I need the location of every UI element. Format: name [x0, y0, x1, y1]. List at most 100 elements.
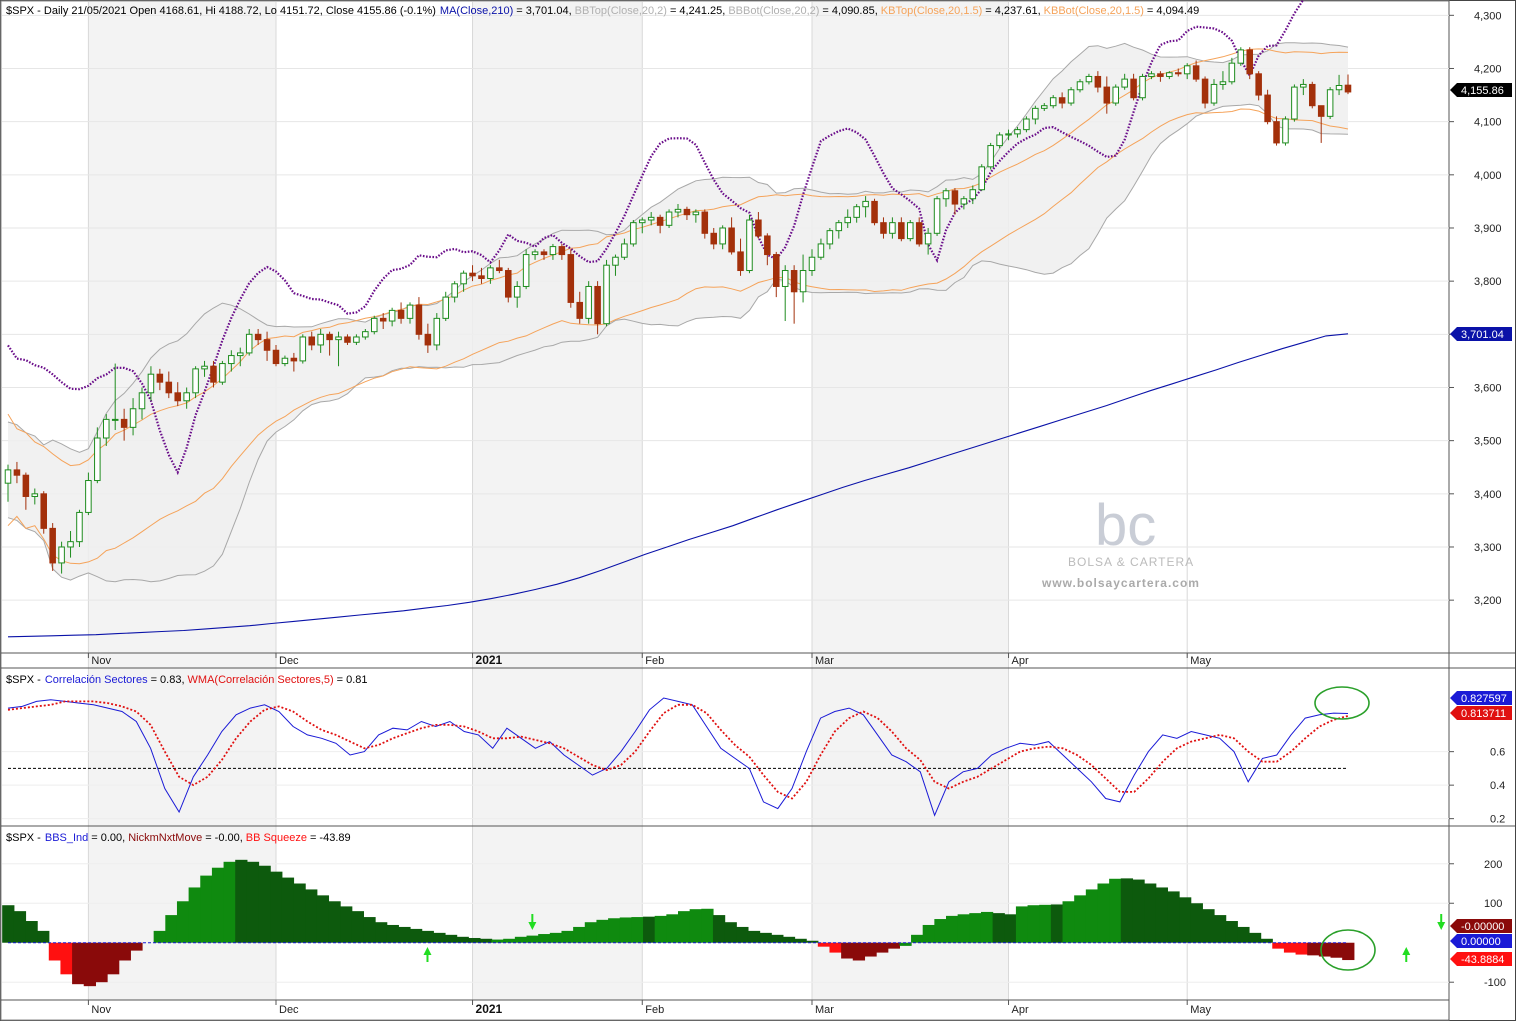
candle — [1076, 79, 1084, 93]
candle-body — [880, 222, 887, 234]
candle-body — [147, 373, 155, 394]
xaxis-label-may: May — [1190, 1004, 1211, 1016]
squeeze-bar — [538, 934, 551, 943]
candle-body — [415, 304, 423, 335]
candle — [4, 464, 12, 502]
xaxis-price: Nov Dec 2021 Feb Mar Apr May — [87, 653, 1211, 667]
corr-header-label: Correlación Sectores — [45, 674, 148, 686]
candle-body — [433, 317, 441, 346]
candle — [344, 334, 351, 345]
candle-body — [299, 336, 307, 362]
candle — [513, 281, 521, 308]
candle — [22, 472, 30, 510]
candle — [656, 214, 664, 234]
corr-tick-label: 0.6 — [1490, 747, 1505, 759]
candle — [174, 382, 182, 407]
candle-body — [603, 264, 610, 325]
month-band-2 — [812, 2, 1009, 1000]
squeeze-bar — [258, 865, 271, 943]
xaxis-label-mar: Mar — [815, 655, 834, 667]
xaxis-label-dec: Dec — [279, 655, 299, 667]
candle — [862, 196, 869, 218]
price-tick-label: 4,100 — [1474, 117, 1502, 129]
nick-badge: -0.00000 — [1450, 919, 1512, 933]
candle — [94, 427, 101, 484]
squeeze-bar — [1039, 904, 1052, 943]
squeeze-bar — [514, 936, 528, 943]
xaxis-label-2021: 2021 — [476, 1002, 503, 1016]
squeeze-bar — [130, 942, 143, 951]
squeeze-bar — [561, 930, 574, 943]
candle-body — [22, 474, 30, 497]
squeeze-bar — [37, 930, 50, 943]
squeeze-header: $SPX - BBS_Ind = 0.00, NickmNxtMove = -0.00,… — [6, 832, 351, 844]
bollinger-band-fill — [8, 42, 1348, 582]
candle-body — [1076, 81, 1084, 91]
candle-body — [406, 304, 414, 319]
squeeze-bar — [351, 911, 364, 943]
candle-body — [844, 216, 852, 224]
header-kbbot-label: KBBot(Close,20,1.5) — [1044, 5, 1144, 17]
candle — [1121, 73, 1128, 90]
squeeze-bar — [456, 936, 469, 943]
squeeze-bar — [899, 942, 912, 946]
squeeze-bar — [724, 922, 737, 943]
candle-body — [120, 418, 128, 428]
candle-body — [370, 317, 378, 333]
squeeze-bar — [526, 935, 539, 943]
candle-body — [558, 246, 566, 256]
candle — [76, 509, 83, 547]
squeeze-bar — [619, 917, 632, 943]
candle — [335, 331, 342, 367]
candle — [1273, 116, 1280, 146]
squeeze-bar — [980, 911, 994, 943]
candle — [710, 227, 718, 250]
candle-body — [13, 469, 21, 476]
candle-body — [1237, 49, 1245, 64]
squeeze-bar — [83, 942, 96, 987]
candle — [1085, 73, 1093, 85]
candle-body — [504, 270, 512, 298]
corr-yaxis: 0.6 0.4 0.2 — [1449, 747, 1505, 826]
candle-body — [638, 219, 646, 224]
candle-body — [1219, 81, 1227, 85]
candle-body — [111, 418, 119, 421]
squeeze-bar — [444, 934, 458, 943]
candle — [1130, 73, 1137, 101]
squeeze-bar — [1202, 909, 1215, 943]
squeeze-bar — [829, 942, 842, 953]
candle-body — [469, 272, 476, 277]
squeeze-bar — [1109, 878, 1122, 943]
squeeze-bar — [1097, 883, 1110, 943]
squeeze-bar — [503, 938, 516, 943]
candle-body — [219, 363, 226, 383]
candle — [478, 267, 485, 284]
candle-body — [826, 230, 834, 245]
xaxis-label-nov: Nov — [91, 655, 111, 667]
candle — [674, 204, 682, 218]
header-ma-label: MA(Close,210) — [440, 5, 513, 17]
squeeze-bar — [363, 917, 376, 943]
candle — [630, 220, 637, 247]
price-tick-label: 4,300 — [1474, 10, 1502, 22]
candle-body — [388, 309, 396, 322]
candle-body — [683, 208, 691, 216]
candle — [701, 209, 709, 239]
candle-body — [567, 254, 575, 303]
squeeze-bar — [13, 911, 27, 943]
candle — [156, 368, 164, 391]
candle — [183, 387, 190, 409]
squeeze-bar — [922, 924, 935, 943]
xaxis-label-mar: Mar — [815, 1004, 834, 1016]
squeeze-bar — [573, 926, 586, 943]
squeeze-bar — [747, 930, 761, 943]
squeeze-badge: -43.8884 — [1450, 952, 1512, 966]
candle — [236, 347, 244, 367]
candle — [1228, 57, 1236, 85]
candle-body — [1326, 89, 1334, 117]
squeeze-bar — [1085, 889, 1099, 943]
close-price-badge-text: 4,155.86 — [1461, 85, 1504, 97]
candle — [442, 291, 450, 322]
candle-body — [281, 357, 289, 365]
candle — [1023, 116, 1030, 133]
